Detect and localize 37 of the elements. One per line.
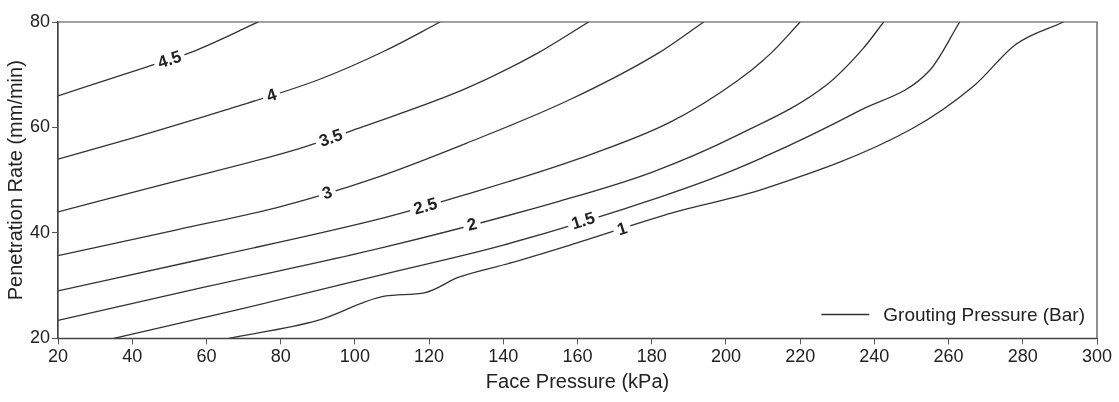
x-tick-label: 160 bbox=[562, 346, 593, 367]
y-axis-title: Penetration Rate (mm/min) bbox=[3, 60, 26, 301]
text: 2 bbox=[464, 214, 479, 235]
x-tick-label: 20 bbox=[48, 346, 69, 367]
line-series bbox=[113, 22, 961, 339]
x-tick-label: 280 bbox=[1007, 346, 1038, 367]
y-tick-label: 60 bbox=[29, 116, 51, 137]
text: 4 bbox=[264, 84, 280, 106]
x-tick-label: 40 bbox=[122, 346, 143, 367]
x-tick-label: 140 bbox=[488, 346, 519, 367]
x-tick-label: 60 bbox=[196, 346, 217, 367]
text: 2.5 bbox=[411, 193, 440, 219]
text: 3 bbox=[319, 182, 335, 204]
text: 1 bbox=[614, 218, 630, 240]
x-tick-label: 200 bbox=[710, 346, 741, 367]
line-series bbox=[58, 22, 590, 213]
x-tick-label: 120 bbox=[414, 346, 445, 367]
x-tick-label: 220 bbox=[785, 346, 816, 367]
x-tick-label: 80 bbox=[270, 346, 291, 367]
legend-title: Grouting Pressure (Bar) bbox=[883, 303, 1086, 325]
y-tick-label: 80 bbox=[29, 10, 51, 31]
line-series bbox=[58, 22, 260, 97]
line-series bbox=[58, 22, 705, 257]
x-tick-label: 100 bbox=[339, 346, 370, 367]
line-series bbox=[58, 22, 801, 292]
text: 3.5 bbox=[316, 125, 346, 151]
y-tick-label: 20 bbox=[29, 327, 51, 348]
line-series bbox=[58, 22, 885, 322]
x-tick-label: 260 bbox=[933, 346, 964, 367]
text: 4.5 bbox=[155, 46, 184, 73]
text: 1.5 bbox=[569, 208, 598, 234]
x-tick-label: 180 bbox=[636, 346, 667, 367]
x-tick-label: 300 bbox=[1081, 346, 1113, 367]
x-tick-label: 240 bbox=[859, 346, 890, 367]
x-axis-title: Face Pressure (kPa) bbox=[485, 369, 670, 392]
line-series bbox=[58, 22, 441, 160]
y-tick-label: 40 bbox=[29, 221, 51, 242]
